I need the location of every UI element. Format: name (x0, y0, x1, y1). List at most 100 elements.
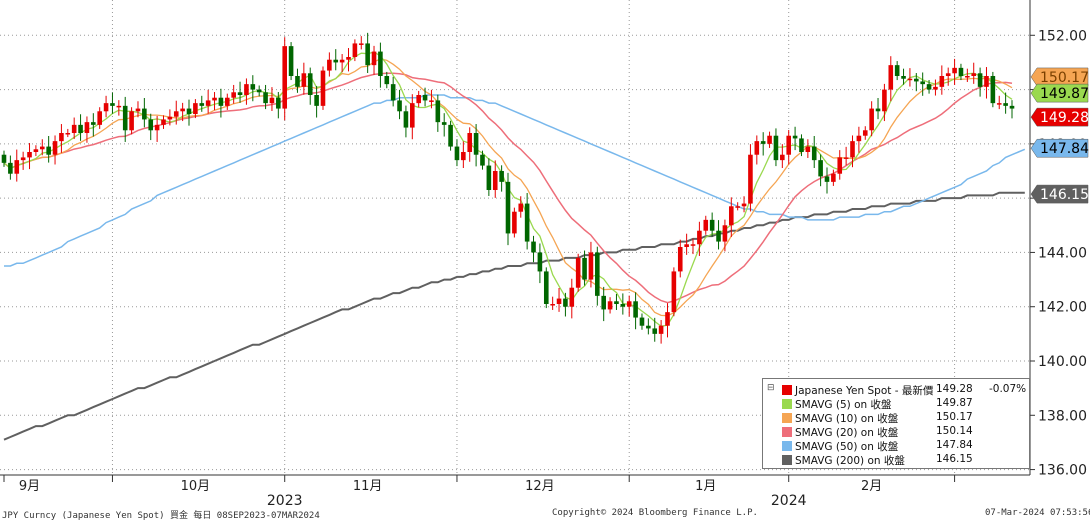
candle-body (110, 103, 115, 106)
candle-body (352, 43, 358, 57)
candle-body (333, 59, 339, 63)
candle-body (20, 157, 26, 161)
candle-body (965, 76, 970, 78)
x-axis-ticks: 9月 10月 11月 12月 1月 2月 2023 2024 (3, 475, 956, 509)
candle-body (320, 70, 326, 106)
legend-swatch (782, 399, 792, 409)
legend-swatch (782, 455, 792, 465)
candle-body (505, 181, 511, 234)
y-tick-label: 136.00 (1038, 463, 1087, 479)
candle-body (346, 57, 351, 60)
legend-item: Japanese Yen Spot - 最新價 149.28 -0.07% (763, 383, 1029, 398)
candle-body (378, 51, 383, 76)
candle-body (397, 100, 402, 112)
y-tick-label: 152.00 (1038, 28, 1087, 44)
candle-body (473, 133, 479, 155)
legend-item: SMAVG (200) on 收盤 146.15 (763, 453, 1029, 468)
price-tag (1030, 184, 1089, 204)
sma50-line (4, 94, 1026, 267)
x-tick-label: 12月 (525, 479, 555, 494)
y-tick-label: 144.00 (1038, 245, 1087, 261)
price-tag (1030, 83, 1089, 103)
candle-body (429, 100, 434, 102)
price-tag-label: 150.17 (1040, 70, 1089, 86)
legend-value: 149.28 (936, 383, 973, 395)
candle-body (543, 271, 549, 304)
candle-body (486, 165, 492, 190)
candle-body (492, 171, 498, 190)
candle-body (78, 124, 83, 133)
candle-body (154, 124, 160, 131)
candle-body (945, 73, 951, 76)
candle-body (626, 301, 632, 307)
x-tick-label: 10月 (181, 479, 211, 494)
candle-body (780, 154, 785, 161)
candle-body (288, 46, 294, 76)
candle-body (601, 295, 606, 310)
candle-body (524, 203, 530, 242)
candle-body (850, 141, 855, 158)
candle-body (620, 304, 626, 307)
candle-body (658, 325, 664, 334)
legend-swatch (782, 427, 792, 437)
candle-body (703, 219, 709, 231)
candle-body (218, 97, 224, 106)
candle-body (869, 108, 874, 131)
candle-body (199, 103, 205, 106)
candle-body (939, 76, 945, 87)
candle-body (46, 146, 51, 155)
candle-body (805, 146, 811, 152)
candle-body (563, 298, 568, 307)
candle-body (103, 103, 109, 112)
candle-body (786, 135, 792, 155)
candle-body (467, 133, 473, 152)
candle-body (224, 97, 230, 106)
candle-body (371, 51, 377, 66)
candle-body (996, 103, 1002, 105)
candle-body (301, 73, 307, 87)
x-tick-label: 9月 (19, 479, 40, 494)
candle-body (792, 135, 798, 139)
candle-body (862, 130, 868, 136)
price-tag (1030, 107, 1089, 127)
legend-collapse-icon[interactable]: ⊟ (767, 383, 775, 393)
candle-body (575, 257, 581, 288)
price-tag-label: 149.28 (1040, 110, 1089, 126)
candle-body (671, 271, 677, 313)
legend-swatch (782, 385, 792, 395)
candle-body (307, 73, 313, 95)
candle-body (173, 111, 179, 117)
candle-body (914, 78, 919, 82)
candle-body (39, 146, 45, 150)
candle-body (263, 92, 268, 104)
candle-body (435, 100, 441, 123)
candle-body (984, 76, 989, 87)
candle-body (901, 76, 906, 79)
legend-name: SMAVG (20) on 收盤 (795, 427, 899, 439)
candle-body (595, 252, 600, 296)
price-tag-label: 149.87 (1040, 86, 1089, 102)
candle-body (422, 95, 428, 101)
candle-body (633, 301, 638, 318)
candle-body (888, 65, 894, 90)
sma200-line (3, 191, 1025, 441)
price-tag-label: 147.84 (1040, 141, 1089, 157)
candle-body (161, 119, 166, 125)
candle-body (582, 257, 587, 280)
candle-body (652, 328, 658, 334)
candle-body (773, 135, 779, 161)
candle-body (365, 43, 370, 66)
candle-body (728, 206, 734, 226)
candle-body (677, 247, 683, 272)
candle-body (556, 298, 562, 304)
candle-body (186, 108, 192, 114)
candle-body (716, 230, 721, 242)
candle-body (52, 141, 58, 155)
candle-body (811, 146, 817, 161)
legend-change: -0.07% (989, 383, 1027, 395)
candle-body (537, 252, 543, 272)
candle-body (748, 154, 753, 204)
candle-body (416, 95, 421, 104)
candle-body (690, 244, 696, 246)
